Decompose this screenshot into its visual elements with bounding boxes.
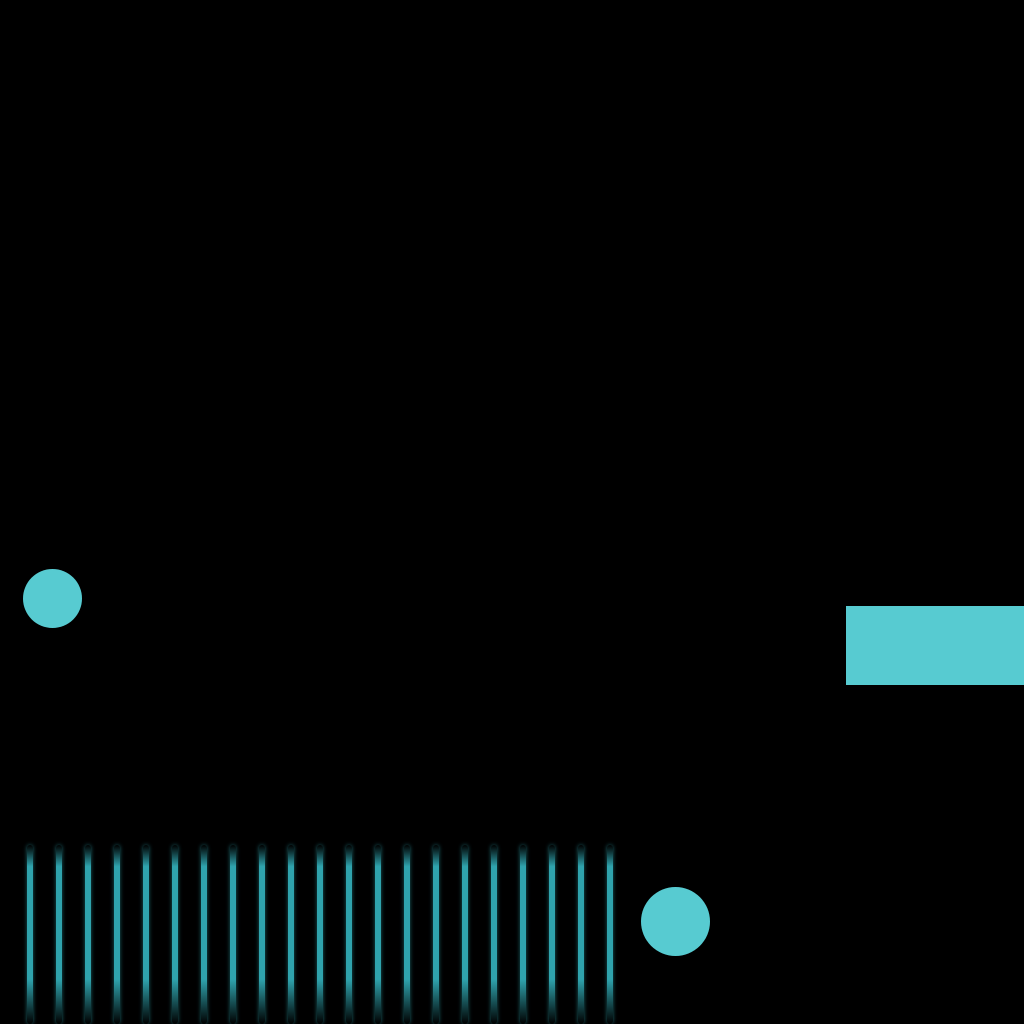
ball-bottom	[641, 887, 710, 956]
stripe-line	[520, 845, 526, 1024]
stripe-line	[462, 845, 468, 1024]
stripe-line	[607, 845, 613, 1024]
stripe-line	[201, 845, 207, 1024]
stripe-line	[143, 845, 149, 1024]
stripe-line	[346, 845, 352, 1024]
stripe-line	[56, 845, 62, 1024]
stripe-line	[491, 845, 497, 1024]
stripe-line	[549, 845, 555, 1024]
stripe-line	[172, 845, 178, 1024]
stripe-line	[114, 845, 120, 1024]
stripe-line	[404, 845, 410, 1024]
stripe-line	[317, 845, 323, 1024]
stripe-line	[259, 845, 265, 1024]
stripe-line	[85, 845, 91, 1024]
stripe-line	[230, 845, 236, 1024]
platform-block	[846, 606, 1024, 685]
stripe-field	[24, 845, 614, 1024]
stripe-line	[375, 845, 381, 1024]
stripe-line	[433, 845, 439, 1024]
ball-left	[23, 569, 82, 628]
stripe-line	[288, 845, 294, 1024]
stripe-line	[578, 845, 584, 1024]
stripe-line	[27, 845, 33, 1024]
